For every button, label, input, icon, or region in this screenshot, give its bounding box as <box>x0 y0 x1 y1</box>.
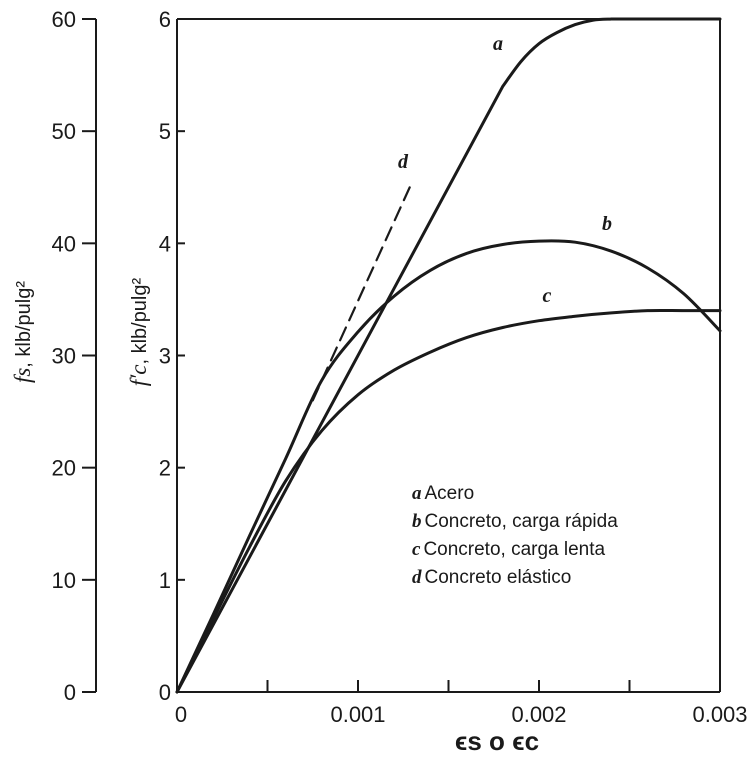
fc-tick-label: 0 <box>159 680 171 705</box>
x-tick-label: 0.001 <box>330 702 385 727</box>
fs-tick-label: 10 <box>52 568 76 593</box>
curve-a <box>175 17 722 694</box>
curve-d <box>311 180 414 402</box>
x-tick-label: 0.003 <box>692 702 747 727</box>
legend-letter-a: a <box>412 483 422 504</box>
fs-tick-label: 30 <box>52 344 76 369</box>
fs-tick-label: 40 <box>52 231 76 256</box>
legend-letter-b: b <box>412 511 422 532</box>
curve-label-b: b <box>602 213 612 235</box>
fs-axis-title-unit: , klb/pulg² <box>13 281 35 368</box>
legend-name-d: Concreto elástico <box>425 567 572 588</box>
curves <box>175 17 722 694</box>
fs-tick-label: 60 <box>52 7 76 32</box>
curve-c <box>175 308 722 694</box>
curve-label-d: d <box>398 151 409 173</box>
fs-tick-label: 20 <box>52 456 76 481</box>
legend-name-b: Concreto, carga rápida <box>425 511 619 532</box>
fc-tick-label: 5 <box>159 119 171 144</box>
legend-name-a: Acero <box>425 483 475 504</box>
legend-letter-d: d <box>412 567 422 588</box>
x-axis-title: ϵs o ϵc <box>455 726 539 756</box>
fc-axis-title: f′c, klb/pulg² <box>126 277 151 386</box>
curve-b <box>175 239 722 694</box>
legend-entry-c: c Concreto, carga lenta <box>412 539 606 560</box>
fc-tick-label: 2 <box>159 456 171 481</box>
legend-entry-d: d Concreto elástico <box>412 567 571 588</box>
x-tick-label: 0 <box>175 702 187 727</box>
legend-letter-c: c <box>412 539 421 560</box>
fc-tick-label: 3 <box>159 344 171 369</box>
legend-entry-b: b Concreto, carga rápida <box>412 511 618 532</box>
legend-entry-a: a Acero <box>412 483 474 504</box>
fs-axis-title-var: fs <box>10 368 35 383</box>
x-tick-label: 0.002 <box>511 702 566 727</box>
curve-labels: a b c d <box>398 33 612 307</box>
fs-tick-label: 50 <box>52 119 76 144</box>
x-axis: 0 0.001 0.002 0.003 <box>175 680 748 727</box>
curve-label-a: a <box>493 33 503 55</box>
plot-frame <box>176 18 721 693</box>
fc-tick-label: 4 <box>159 231 171 256</box>
fc-tick-label: 1 <box>159 568 171 593</box>
curve-label-c: c <box>543 285 552 307</box>
fs-axis: 0 10 20 30 40 50 60 <box>52 7 97 705</box>
fc-tick-label: 6 <box>159 7 171 32</box>
fc-axis-title-unit: , klb/pulg² <box>129 277 151 364</box>
fc-axis: 0 1 2 3 4 5 6 <box>159 7 185 705</box>
fc-axis-title-var: f′c <box>126 365 151 387</box>
fs-axis-title: fs, klb/pulg² <box>10 281 35 383</box>
fs-tick-label: 0 <box>64 680 76 705</box>
legend-name-c: Concreto, carga lenta <box>423 539 605 560</box>
